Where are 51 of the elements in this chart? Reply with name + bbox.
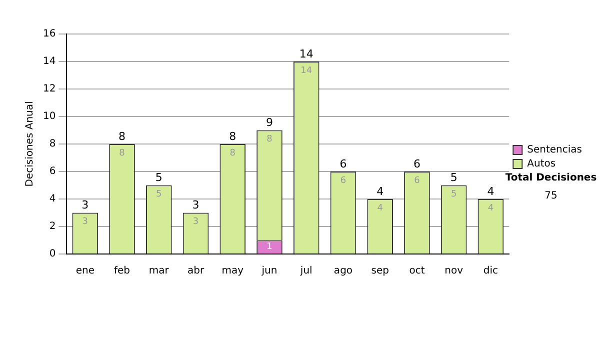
legend-label: Sentencias (527, 144, 582, 156)
total-label: 14 (299, 47, 314, 60)
data-label: 8 (266, 134, 273, 145)
data-label: 6 (340, 176, 346, 186)
y-tick-label: 16 (42, 28, 56, 40)
text: 75 (544, 190, 558, 202)
total-label: 6 (413, 157, 420, 170)
x-tick-label: sep (371, 266, 389, 277)
y-tick-label: 8 (49, 138, 56, 150)
data-label: 4 (377, 203, 384, 214)
x-tick-label: abr (187, 266, 205, 277)
y-tick-label: 2 (49, 221, 56, 232)
y-axis-title: Decisiones Anual (24, 101, 36, 187)
total-label: 3 (82, 198, 89, 212)
data-label: 5 (156, 190, 162, 200)
x-tick-label: jun (260, 266, 278, 277)
total-label: 5 (450, 171, 458, 184)
y-tick-label: 6 (49, 166, 56, 178)
y-tick-label: 4 (49, 194, 56, 205)
y-tick-label: 14 (42, 56, 56, 68)
total-label: 9 (266, 116, 273, 130)
x-tick-label: mar (148, 266, 170, 277)
total-label: 6 (340, 157, 347, 170)
x-tick-label: ene (76, 266, 94, 277)
total-label: 5 (155, 171, 162, 184)
annotation: Total Decisiones (505, 172, 597, 184)
data-label: 4 (488, 203, 494, 214)
y-tick-label: 12 (42, 84, 56, 95)
data-label: 1 (266, 242, 272, 252)
x-tick-label: dic (483, 266, 498, 277)
data-label: 5 (450, 190, 457, 200)
x-tick-label: ago (334, 266, 353, 277)
total-label: 8 (229, 130, 236, 143)
data-label: 8 (119, 148, 126, 158)
data-label: 8 (230, 148, 236, 158)
total-label: 3 (192, 198, 200, 212)
data-label: 3 (192, 217, 199, 228)
total-label: 4 (376, 184, 384, 198)
legend-label: Autos (527, 158, 556, 170)
x-tick-label: may (222, 266, 244, 277)
y-tick-label: 10 (42, 111, 56, 122)
total-label: 4 (487, 184, 494, 198)
x-tick-label: feb (114, 266, 130, 277)
data-label: 3 (82, 217, 88, 228)
x-tick-label: oct (409, 266, 425, 277)
x-tick-label: nov (444, 266, 464, 277)
data-label: 6 (414, 176, 420, 186)
y-tick-label: 0 (49, 248, 56, 260)
total-label: 8 (118, 130, 126, 143)
data-label: 14 (300, 66, 312, 76)
x-tick-label: jul (299, 266, 312, 277)
